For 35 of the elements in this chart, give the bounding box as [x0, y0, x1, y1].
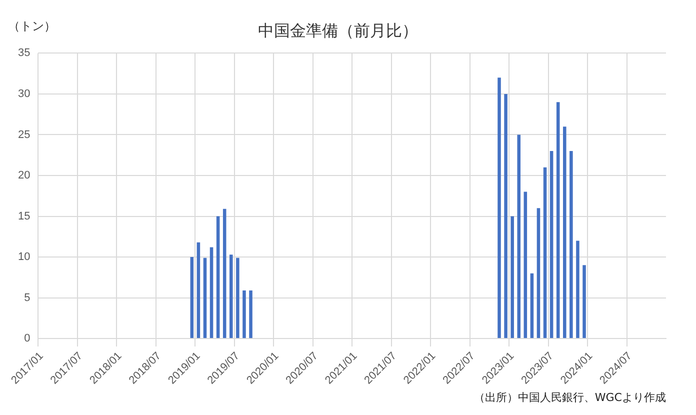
bar — [210, 247, 214, 338]
y-tick-label: 25 — [18, 128, 30, 141]
bar — [498, 78, 501, 338]
bar — [236, 258, 240, 338]
bar — [216, 216, 220, 338]
chart-title: 中国金準備（前月比） — [258, 20, 418, 40]
bar — [543, 167, 547, 338]
bar — [190, 257, 194, 338]
bar — [510, 216, 514, 338]
bar — [203, 258, 207, 338]
y-tick-label: 35 — [18, 47, 30, 60]
bar — [550, 151, 554, 338]
bar — [576, 240, 580, 338]
bar — [504, 94, 508, 338]
bar — [582, 265, 586, 338]
bar — [536, 208, 540, 338]
y-tick-label: 30 — [18, 88, 30, 100]
bar — [556, 102, 560, 338]
bar — [222, 208, 226, 338]
bar — [570, 151, 573, 338]
bar — [517, 134, 521, 338]
y-tick-label: 5 — [24, 292, 30, 304]
bar — [230, 254, 233, 338]
bar — [242, 290, 246, 338]
bar — [563, 126, 566, 338]
text: （出所）中国人民銀行、WGCより作成 — [474, 390, 666, 405]
bar — [530, 273, 534, 338]
y-tick-label: 0 — [24, 332, 30, 345]
bar — [196, 242, 200, 338]
y-axis-title: （トン） — [8, 18, 56, 35]
y-tick-label: 20 — [18, 170, 30, 182]
y-tick-label: 10 — [18, 251, 30, 264]
y-tick-label: 15 — [18, 210, 30, 222]
bar — [524, 192, 528, 338]
bar — [249, 290, 252, 338]
